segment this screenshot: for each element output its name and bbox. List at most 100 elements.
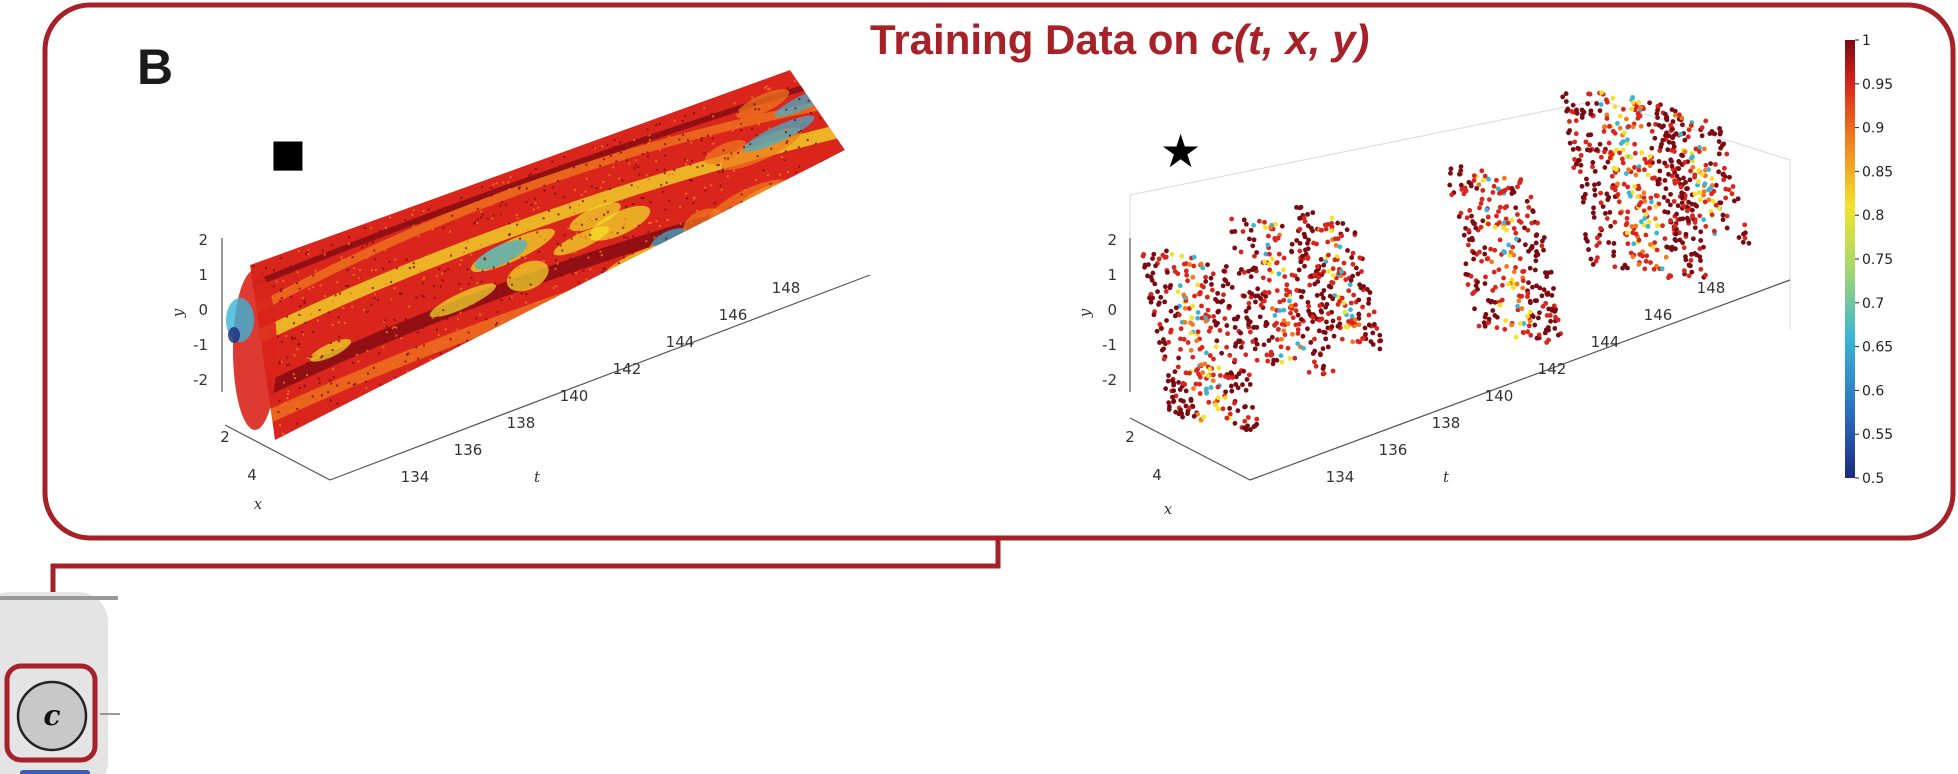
sample-point: [1270, 361, 1276, 367]
tube-speckle: [391, 388, 394, 391]
sample-point: [1161, 346, 1167, 352]
sample-point: [1269, 334, 1275, 340]
tube-speckle: [492, 266, 495, 269]
tube-speckle: [682, 134, 685, 137]
sample-point: [1282, 332, 1288, 338]
sample-point: [1471, 221, 1477, 226]
sample-point: [1316, 274, 1322, 280]
tube-speckle: [376, 299, 379, 302]
tube-speckle: [442, 226, 445, 229]
tube-speckle: [466, 240, 469, 243]
sample-point: [1284, 282, 1290, 288]
tube-speckle: [341, 258, 344, 261]
sample-point: [1329, 324, 1335, 330]
tube-speckle: [648, 138, 651, 141]
tube-speckle: [711, 137, 714, 140]
sample-point: [1590, 164, 1595, 170]
tube-speckle: [307, 249, 310, 252]
tube-speckle: [366, 349, 369, 352]
tube-speckle: [812, 101, 815, 104]
sample-point: [1637, 252, 1643, 257]
tube-speckle: [547, 268, 550, 271]
tube-speckle: [568, 296, 571, 299]
sample-point: [1701, 244, 1706, 250]
tube-speckle: [528, 174, 531, 177]
sample-point: [1672, 112, 1678, 118]
sample-point: [1641, 208, 1647, 214]
sample-point: [1227, 405, 1233, 411]
sample-point: [1509, 186, 1515, 191]
tube-speckle: [462, 251, 465, 254]
sample-point: [1668, 122, 1674, 128]
sample-point: [1645, 223, 1651, 229]
sample-point: [1251, 325, 1256, 330]
right-x-label: x: [1164, 500, 1173, 518]
sample-point: [1594, 235, 1600, 241]
tube-speckle: [465, 247, 468, 250]
sample-point: [1643, 232, 1649, 238]
tube-speckle: [295, 422, 298, 425]
tube-speckle: [767, 88, 770, 91]
sample-point: [1638, 123, 1644, 129]
sample-point: [1347, 282, 1353, 288]
tube-speckle: [534, 197, 537, 200]
sample-point: [1320, 346, 1326, 352]
tube-speckle: [404, 218, 407, 221]
sample-point: [1355, 271, 1361, 277]
sample-point: [1630, 124, 1636, 130]
sample-point: [1181, 261, 1187, 267]
sample-point: [1163, 386, 1169, 392]
sample-point: [1227, 352, 1233, 358]
tube-speckle: [738, 124, 741, 127]
sample-point: [1173, 305, 1179, 311]
sample-point: [1159, 326, 1164, 331]
tube-speckle: [556, 262, 559, 265]
sample-point: [1693, 146, 1699, 152]
tube-speckle: [612, 166, 615, 169]
tube-speckle: [338, 292, 341, 295]
sample-point: [1592, 187, 1598, 193]
sample-point: [1513, 230, 1519, 236]
tube-speckle: [492, 214, 495, 217]
tube-speckle: [794, 107, 797, 110]
sample-point: [1509, 217, 1515, 223]
tube-speckle: [592, 241, 595, 244]
sample-point: [1533, 258, 1539, 264]
sample-point: [1511, 285, 1516, 291]
sample-point: [1329, 215, 1335, 221]
sample-point: [1489, 259, 1494, 265]
sample-point: [1208, 325, 1214, 331]
tube-speckle: [603, 158, 606, 161]
tube-speckle: [557, 213, 560, 216]
sample-point: [1638, 200, 1644, 205]
sample-point: [1724, 213, 1730, 219]
sample-point: [1528, 332, 1534, 338]
tube-speckle: [476, 199, 479, 202]
sample-point: [1217, 328, 1223, 333]
right-t-tick: 144: [1591, 333, 1620, 351]
panel-letter: B: [137, 39, 174, 95]
tube-speckle: [646, 151, 649, 154]
sample-point: [1721, 177, 1727, 183]
sample-point: [1263, 320, 1269, 325]
sample-point: [1228, 383, 1234, 389]
sample-point: [1591, 205, 1596, 211]
tube-speckle: [645, 263, 648, 266]
sample-point: [1574, 107, 1579, 113]
sample-point: [1350, 273, 1355, 279]
sample-point: [1522, 225, 1527, 231]
tube-speckle: [731, 129, 734, 132]
sample-point: [1607, 210, 1613, 215]
tube-speckle: [419, 269, 422, 272]
tube-speckle: [500, 314, 503, 317]
sample-point: [1546, 337, 1551, 343]
tube-speckle: [502, 290, 505, 293]
right-t-tick: 134: [1326, 468, 1355, 486]
sample-point: [1223, 389, 1228, 395]
sample-point: [1668, 157, 1674, 163]
tube-speckle: [581, 200, 584, 203]
tube-speckle: [364, 401, 367, 404]
tube-speckle: [458, 263, 461, 266]
sample-point: [1333, 243, 1339, 248]
